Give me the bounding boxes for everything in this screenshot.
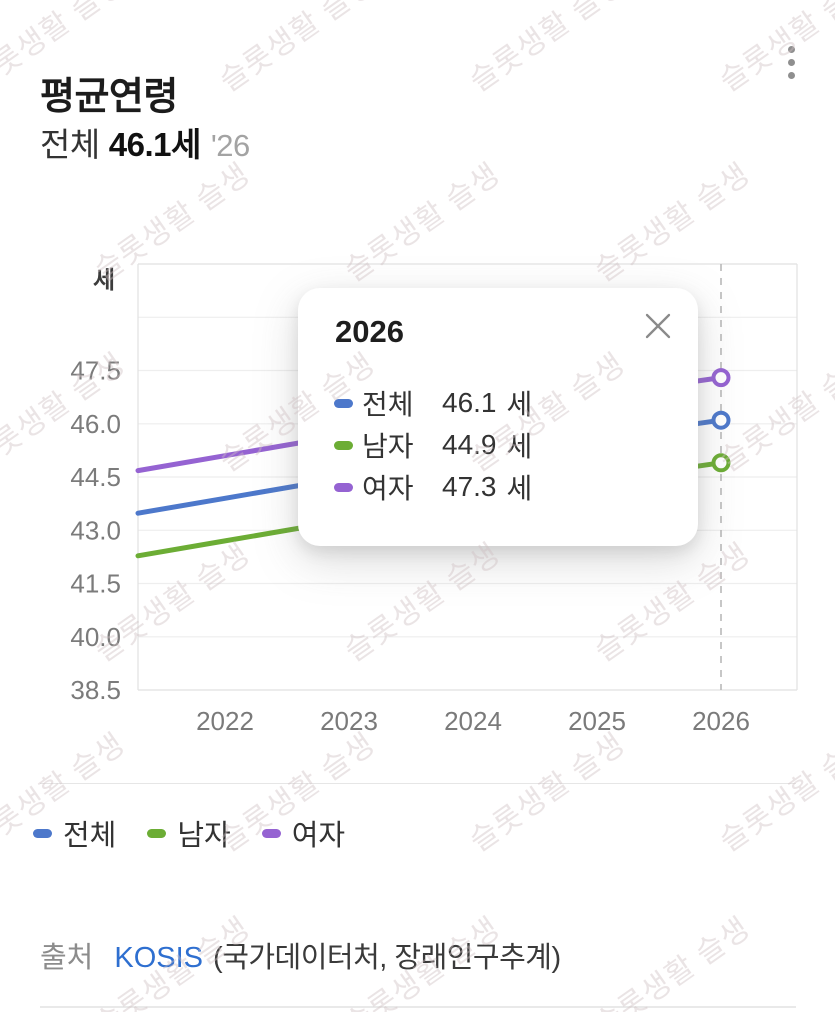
tooltip-row-male: 남자 44.9 세 [334, 424, 678, 466]
page-title: 평균연령 [40, 76, 178, 119]
summary-label: 전체 [40, 126, 100, 163]
y-tick-label: 46.0 [70, 409, 121, 439]
series-dash-icon [261, 828, 281, 838]
close-icon[interactable] [640, 308, 676, 344]
kebab-dot [787, 45, 795, 53]
y-tick-label: 47.5 [70, 356, 121, 386]
legend-item-female[interactable]: 여자 [261, 812, 346, 854]
legend-label: 여자 [291, 820, 346, 852]
y-tick-label: 41.5 [70, 569, 121, 599]
y-axis-unit-label: 세 [93, 267, 116, 294]
tooltip-row-value: 47.3 [442, 471, 497, 502]
kebab-dot [787, 58, 795, 66]
legend-item-total[interactable]: 전체 [33, 812, 116, 854]
source-line: 출처 KOSIS (국가데이터처, 장래인구추계) [40, 934, 561, 976]
series-endpoint-total[interactable] [711, 410, 731, 430]
legend-divider [40, 783, 796, 784]
tooltip-year-title: 2026 [335, 314, 404, 349]
source-prefix: 출처 [40, 942, 94, 974]
series-dash-icon [147, 828, 167, 838]
y-tick-label: 43.0 [70, 515, 121, 545]
tooltip-row-total: 전체 46.1 세 [334, 382, 678, 424]
x-tick-label: 2026 [692, 706, 750, 736]
y-tick-label: 38.5 [70, 675, 121, 705]
tooltip-row-value: 44.9 [442, 429, 497, 460]
x-tick-label: 2022 [196, 706, 254, 736]
summary-year-badge: '26 [210, 128, 250, 163]
chart-legend: 전체 남자 여자 [33, 812, 376, 854]
legend-label: 전체 [63, 820, 117, 852]
series-dash-icon [334, 482, 353, 492]
tooltip-row-unit: 세 [506, 473, 533, 504]
watermark-text: 슬롯생활 슬생 [588, 911, 757, 1012]
tooltip-row-unit: 세 [506, 389, 533, 420]
tooltip-row-label: 전체 [362, 389, 414, 420]
series-dash-icon [334, 440, 353, 450]
series-dash-icon [33, 828, 52, 838]
x-tick-label: 2024 [444, 706, 502, 736]
y-tick-label: 40.0 [70, 622, 121, 652]
source-detail: (국가데이터처, 장래인구추계) [213, 942, 561, 974]
age-trend-chart[interactable]: 47.5 46.0 44.5 43.0 41.5 40.0 38.5 2022 2023 2024… [0, 0, 835, 760]
kebab-dot [787, 71, 795, 79]
chart-tooltip: 2026 전체 46.1 세 남자 44.9 세 여자 [298, 288, 698, 546]
bottom-divider [40, 1006, 796, 1008]
tooltip-rows: 전체 46.1 세 남자 44.9 세 여자 47.3 세 [334, 382, 678, 508]
tooltip-row-female: 여자 47.3 세 [334, 466, 678, 508]
tooltip-row-label: 여자 [362, 473, 414, 504]
legend-item-male[interactable]: 남자 [147, 812, 231, 854]
tooltip-row-label: 남자 [362, 431, 414, 462]
source-kosis-link[interactable]: KOSIS [114, 942, 204, 974]
y-tick-label: 44.5 [70, 462, 121, 492]
tooltip-row-value: 46.1 [442, 387, 497, 418]
series-endpoint-male[interactable] [711, 453, 731, 473]
summary-value: 46.1세 [108, 126, 202, 163]
x-tick-label: 2023 [320, 706, 378, 736]
tooltip-row-unit: 세 [506, 431, 533, 462]
series-endpoint-female[interactable] [711, 368, 731, 388]
series-dash-icon [334, 398, 353, 408]
x-tick-label: 2025 [568, 706, 626, 736]
kebab-menu-icon[interactable] [772, 36, 810, 88]
legend-label: 남자 [177, 820, 231, 852]
summary-line: 전체 46.1세 '26 [40, 118, 250, 166]
